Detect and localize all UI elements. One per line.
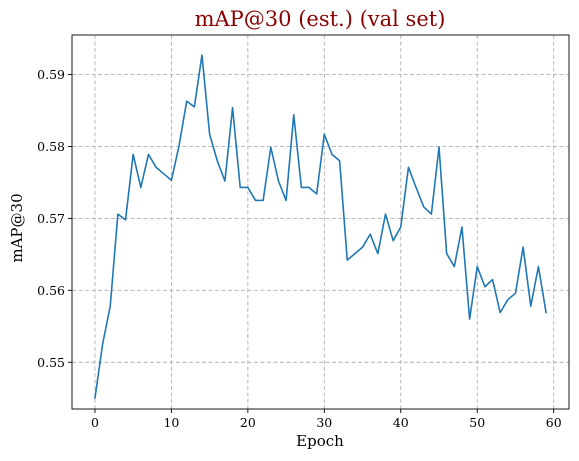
plot-area-frame <box>71 34 570 410</box>
x-tick-label: 50 <box>469 415 485 430</box>
y-tick-label: 0.56 <box>37 283 65 298</box>
x-tick-label: 30 <box>316 415 332 430</box>
x-tick-label: 60 <box>546 415 562 430</box>
x-tick-label: 10 <box>163 415 179 430</box>
x-tick-label: 20 <box>240 415 256 430</box>
grid-lines <box>72 35 569 409</box>
y-axis-label: mAP@30 <box>8 193 26 262</box>
x-tick-label: 0 <box>91 415 99 430</box>
y-tick-label: 0.55 <box>37 355 65 370</box>
series-layer <box>94 54 547 400</box>
chart-title: mAP@30 (est.) (val set) <box>195 7 446 31</box>
y-tick-label: 0.58 <box>37 139 65 154</box>
y-axis-ticks: 0.55 0.56 0.57 0.58 0.59 <box>37 67 72 370</box>
map30-series-line <box>94 54 547 400</box>
x-axis-ticks: 0 10 20 30 40 50 60 <box>91 409 562 430</box>
y-tick-label: 0.57 <box>37 211 65 226</box>
x-axis-label: Epoch <box>296 432 344 450</box>
y-tick-label: 0.59 <box>37 67 65 82</box>
x-tick-label: 40 <box>393 415 409 430</box>
